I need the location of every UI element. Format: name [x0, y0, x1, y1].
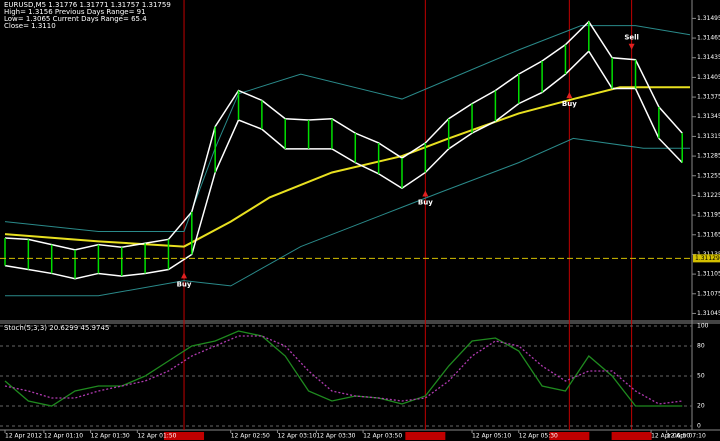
signal-label: Buy: [418, 198, 433, 206]
y-tick-label: 1.31255: [697, 172, 720, 179]
y-tick-label: 1.31225: [697, 192, 720, 199]
envelope-line: [4, 49, 683, 280]
indicator-line: [4, 25, 691, 232]
signal-label: Sell: [624, 34, 639, 42]
x-tick-label: 12 Apr 01:30: [91, 433, 130, 440]
stoch-tick-label: 50: [697, 373, 705, 380]
x-tick-label: 12 Apr 03:30: [316, 433, 355, 440]
stoch-tick-label: 0: [697, 423, 701, 430]
current-price-label: 1.31129: [695, 255, 720, 262]
y-tick-label: 1.31195: [697, 212, 720, 219]
signal-time-box: [549, 432, 590, 440]
indicator-line: [5, 137, 690, 297]
x-tick-label: 12 Apr 05:10: [472, 433, 511, 440]
current-price-box: [693, 254, 720, 263]
signal-time-box: [405, 432, 446, 440]
indicator-line: [4, 86, 690, 248]
stoch-tick-label: 100: [697, 323, 709, 330]
x-tick-label: 12 Apr 07:10: [667, 433, 706, 440]
x-tick-label: 12 Apr 06:50: [651, 433, 690, 440]
stoch-title: Stoch(5,3,3) 20.6299 45.9745: [4, 324, 109, 332]
signal-arrow: [422, 190, 429, 197]
y-tick-label: 1.31495: [697, 15, 720, 22]
y-tick-label: 1.31105: [697, 271, 720, 278]
envelope-line: [4, 20, 683, 251]
y-tick-label: 1.31465: [697, 35, 720, 42]
header-text: EURUSD,M5 1.31776 1.31771 1.31757 1.3175…: [4, 1, 171, 9]
stoch-tick-label: 20: [697, 403, 705, 410]
header-text: Low= 1.3065 Current Days Range= 65.4: [4, 15, 147, 23]
y-tick-label: 1.31375: [697, 94, 720, 101]
signal-arrow: [566, 92, 573, 99]
y-tick-label: 1.31075: [697, 290, 720, 297]
signal-label: Buy: [177, 280, 192, 288]
x-tick-label: 12 Apr 03:10: [277, 433, 316, 440]
y-tick-label: 1.31285: [697, 153, 720, 160]
y-tick-label: 1.31165: [697, 231, 720, 238]
header-text: High= 1.3156 Previous Days Range= 91: [4, 8, 146, 16]
y-tick-label: 1.31405: [697, 74, 720, 81]
y-tick-label: 1.31315: [697, 133, 720, 140]
x-tick-label: 12 Apr 2012: [5, 433, 42, 440]
stoch-main: [4, 330, 683, 407]
signal-time-box: [611, 432, 652, 440]
x-tick-label: 12 Apr 01:50: [137, 433, 176, 440]
x-tick-label: 12 Apr 02:50: [231, 433, 270, 440]
x-tick-label: 12 Apr 03:50: [363, 433, 402, 440]
y-tick-label: 1.31045: [697, 310, 720, 317]
stoch-tick-label: 80: [697, 343, 705, 350]
signal-time-box: [164, 432, 205, 440]
stoch-signal: [4, 335, 683, 405]
x-tick-label: 12 Apr 01:10: [44, 433, 83, 440]
y-tick-label: 1.31345: [697, 113, 720, 120]
signal-arrow: [181, 272, 188, 279]
x-tick-label: 12 Apr 05:30: [519, 433, 558, 440]
header-text: Close= 1.3110: [4, 22, 56, 30]
y-tick-label: 1.31435: [697, 54, 720, 61]
signal-label: Buy: [562, 100, 577, 108]
signal-arrow: [628, 43, 635, 50]
